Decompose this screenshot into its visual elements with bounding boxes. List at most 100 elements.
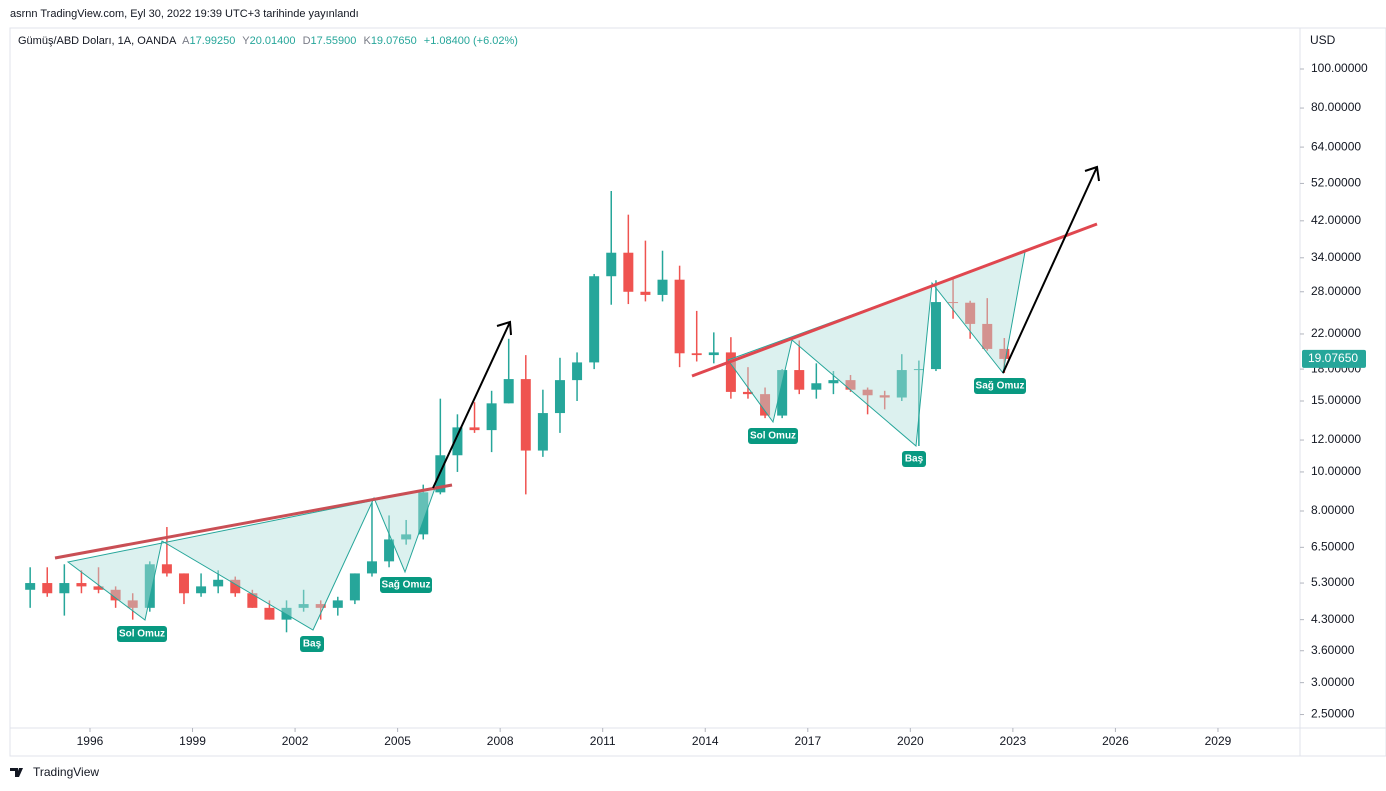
x-tick-label: 1996	[77, 734, 104, 748]
annotation: Sol Omuz	[119, 629, 165, 640]
candle-body	[298, 604, 309, 608]
candle-body	[213, 579, 224, 587]
candle-body	[76, 583, 87, 587]
ohlc-letter: Y	[242, 35, 250, 47]
frame	[9, 27, 1386, 757]
candle-body	[828, 380, 839, 384]
candle-body	[965, 302, 976, 324]
published-text: asrnn TradingView.com, Eyl 30, 2022 19:3…	[10, 8, 359, 20]
y-tick-label: 22.00000	[1311, 326, 1361, 340]
x-tick-label: 2011	[590, 734, 616, 748]
candle-body	[59, 583, 70, 594]
candle-body	[725, 352, 736, 392]
candle-body	[930, 302, 941, 370]
y-tick-label: 3.60000	[1311, 643, 1355, 657]
ohlc-letter: D	[303, 35, 311, 47]
candle-body	[674, 279, 685, 354]
candle-body	[332, 600, 343, 608]
neckline	[691, 222, 1098, 378]
candle-body	[281, 607, 292, 620]
pattern-fill	[66, 487, 436, 631]
label-box	[300, 636, 324, 652]
candle-body	[760, 394, 771, 416]
candle-body	[691, 353, 702, 356]
candle-body	[913, 369, 924, 371]
label-box	[380, 577, 432, 593]
candle-body	[469, 427, 480, 431]
annotation: Baş	[905, 454, 924, 465]
candle-body	[230, 579, 241, 594]
pattern-fill	[727, 251, 1026, 448]
label-box	[902, 451, 926, 467]
candle-body	[794, 370, 805, 390]
candle-body	[742, 391, 753, 395]
candle-body	[452, 427, 463, 456]
logo-mark	[10, 768, 23, 777]
logo: TradingView	[10, 765, 99, 779]
candle-body	[982, 323, 993, 349]
candle-body	[25, 583, 36, 590]
y-tick-label: 5.30000	[1311, 575, 1355, 589]
brand: TradingView	[33, 765, 99, 779]
candle-body	[127, 600, 138, 608]
x-tick-label: 2029	[1205, 734, 1232, 748]
candle-body	[366, 561, 377, 574]
ohlc-letter: K	[363, 35, 371, 47]
candle-body	[879, 395, 890, 398]
label-box	[117, 626, 167, 642]
candle-body	[401, 534, 412, 540]
last-price-label: 19.07650	[1308, 351, 1358, 365]
arrow-head	[1084, 165, 1100, 182]
candle-body	[247, 593, 258, 608]
candle-body	[708, 352, 719, 356]
x-tick-label: 2014	[692, 734, 719, 748]
candle-body	[520, 379, 531, 451]
candle-body	[640, 291, 651, 295]
ohlc-letter: A	[182, 35, 190, 47]
x-tick-label: 2020	[897, 734, 924, 748]
candle-body	[623, 252, 634, 292]
candle-body	[589, 276, 600, 363]
candle-body	[862, 389, 873, 396]
change: +1.08400 (+6.02%)	[424, 35, 518, 47]
x-tick-label: 2005	[384, 734, 411, 748]
candle-body	[42, 583, 53, 594]
ohlc-value: 17.99250	[190, 35, 236, 47]
y-tick-label: 3.00000	[1311, 675, 1355, 689]
x-tick-label: 2023	[1000, 734, 1027, 748]
annotation-labels: Sol Omuz Baş Sağ Omuz Sol Omuz Baş Sağ O…	[117, 378, 1026, 652]
candle-body	[196, 586, 207, 594]
y-tick-label: 10.00000	[1311, 464, 1361, 478]
candle-body	[384, 539, 395, 562]
label-box	[748, 428, 798, 444]
candle-body	[144, 564, 155, 608]
y-tick-label: 42.00000	[1311, 213, 1361, 227]
candle-body	[178, 573, 189, 594]
ohlc-value: 20.01400	[250, 35, 296, 47]
y-tick-label: 100.00000	[1311, 61, 1368, 75]
arrow	[1002, 166, 1098, 374]
candle-body	[999, 348, 1010, 359]
y-tick-label: 64.00000	[1311, 139, 1361, 153]
annotation: Sol Omuz	[750, 431, 796, 442]
candle-body	[606, 252, 617, 277]
y-tick-label: 80.00000	[1311, 100, 1361, 114]
candle-body	[486, 403, 497, 431]
annotation: Sağ Omuz	[976, 381, 1025, 392]
y-tick-label: 34.00000	[1311, 250, 1361, 264]
candle-body	[349, 573, 360, 601]
x-tick-label: 2026	[1102, 734, 1129, 748]
candle-body	[948, 302, 959, 304]
candle-body	[896, 370, 907, 398]
x-tick-label: 1999	[179, 734, 206, 748]
candle-body	[315, 604, 326, 608]
symbol: Gümüş/ABD Doları, 1A, OANDA	[18, 35, 177, 47]
annotation: Baş	[303, 639, 322, 650]
candle-body	[161, 564, 172, 574]
drawings	[54, 165, 1100, 631]
y-tick-label: 28.00000	[1311, 284, 1361, 298]
candle-body	[418, 492, 429, 535]
annotation: Sağ Omuz	[382, 580, 431, 591]
candle-body	[264, 607, 275, 620]
